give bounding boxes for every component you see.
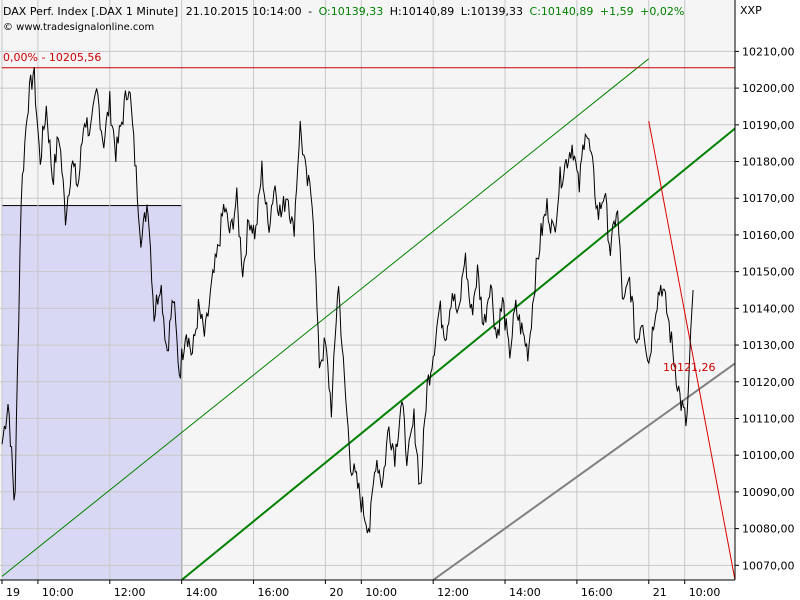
- level-line-label: 0,00% - 10205,56: [3, 51, 101, 64]
- highlight-box-layer: [1, 205, 183, 581]
- chart-header: DAX Perf. Index [.DAX 1 Minute] 21.10.20…: [3, 5, 684, 18]
- chart-header-low: L:10139,33: [461, 5, 523, 18]
- x-tick-label-4: 16:00: [258, 586, 290, 599]
- y-tick-label-1: 10080,00: [742, 523, 795, 536]
- x-tick-label-5: 20: [329, 586, 343, 599]
- y-tick-label-4: 10110,00: [742, 412, 795, 425]
- x-tick-label-1: 10:00: [42, 586, 74, 599]
- x-tick-label-8: 14:00: [509, 586, 541, 599]
- x-axis: 19 10:00 12:00 14:00 16:00 20 10:00 12:00 14:00 1…: [1, 580, 721, 599]
- trend-line-upper-channel: [1, 58, 650, 577]
- chart-header-change-pct: +0,02%: [640, 5, 684, 18]
- chart-header-close: C:10140,89: [530, 5, 594, 18]
- trend-line-lower-channel: [181, 127, 736, 581]
- x-tick-label-10: 21: [653, 586, 667, 599]
- y-tick-label-3: 10100,00: [742, 449, 795, 462]
- y-tick-label-9: 10160,00: [742, 229, 795, 242]
- price-series-line: [1, 67, 694, 534]
- y-tick-label-5: 10120,00: [742, 376, 795, 389]
- y-axis: 10070,00 10080,00 10090,00 10100,00 10110,00…: [735, 45, 795, 572]
- x-tick-label-2: 12:00: [114, 586, 146, 599]
- trend-line-support: [432, 362, 736, 581]
- x-tick-label-11: 10:00: [689, 586, 721, 599]
- chart-source: © www.tradesignalonline.com: [3, 22, 154, 33]
- y-tick-label-8: 10150,00: [742, 266, 795, 279]
- x-tick-label-9: 16:00: [581, 586, 613, 599]
- y-tick-label-12: 10190,00: [742, 119, 795, 132]
- trend-lines-layer: [1, 58, 736, 581]
- last-price-label: 10121,26: [663, 361, 716, 374]
- y-tick-label-6: 10130,00: [742, 339, 795, 352]
- chart-header-separator: -: [308, 5, 312, 18]
- chart-header-instrument: DAX Perf. Index [.DAX 1 Minute]: [3, 5, 178, 18]
- highlight-box: [1, 205, 183, 581]
- y-tick-label-0: 10070,00: [742, 559, 795, 572]
- trend-line-down-line: [648, 121, 736, 581]
- x-tick-label-7: 12:00: [437, 586, 469, 599]
- grid-layer: [0, 0, 735, 580]
- y-tick-label-2: 10090,00: [742, 486, 795, 499]
- x-tick-label-3: 14:00: [186, 586, 218, 599]
- y-tick-label-10: 10170,00: [742, 192, 795, 205]
- chart-header-change: +1,59: [600, 5, 634, 18]
- chart-header-open: O:10139,33: [319, 5, 384, 18]
- y-tick-label-14: 10210,00: [742, 45, 795, 58]
- x-tick-label-0: 19: [6, 586, 20, 599]
- y-tick-label-11: 10180,00: [742, 156, 795, 169]
- y-tick-label-13: 10200,00: [742, 82, 795, 95]
- chart-header-high: H:10140,89: [390, 5, 454, 18]
- x-tick-label-6: 10:00: [365, 586, 397, 599]
- chart-header-datetime: 21.10.2015 10:14:00: [186, 5, 302, 18]
- y-tick-label-7: 10140,00: [742, 302, 795, 315]
- y-axis-label: XXP: [740, 4, 762, 17]
